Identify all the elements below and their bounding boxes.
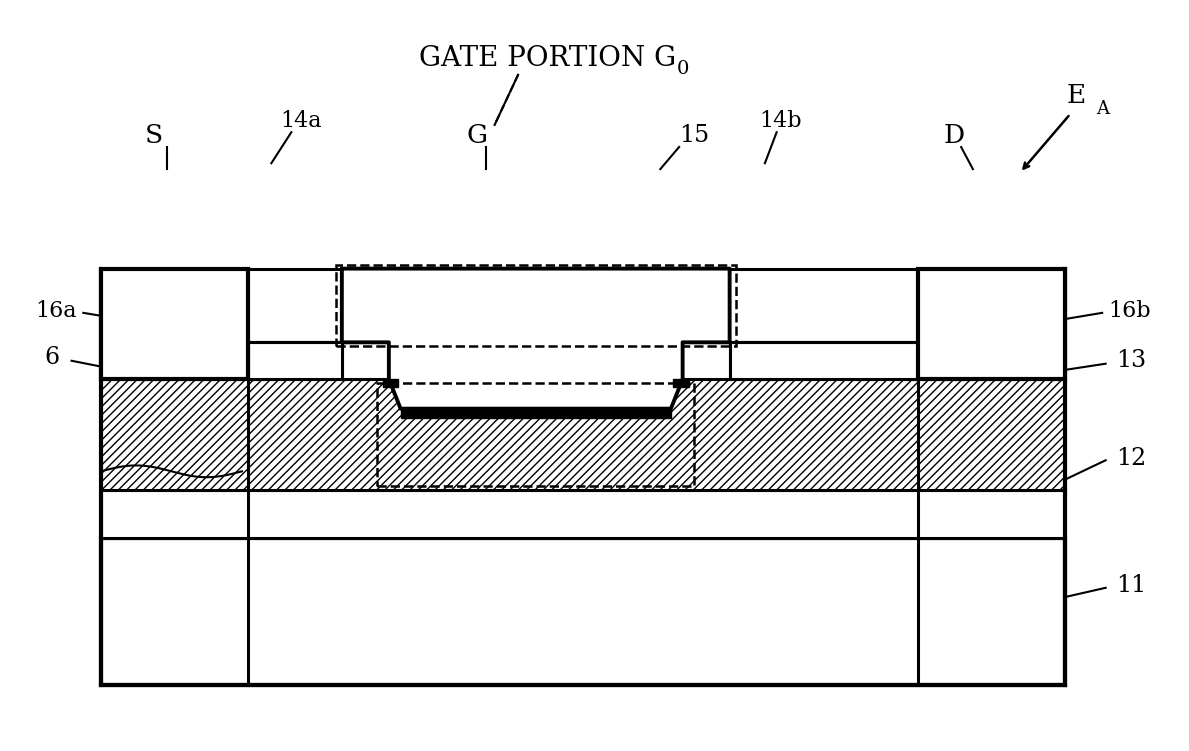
Bar — [101, 490, 1064, 538]
Text: 14b: 14b — [759, 110, 801, 132]
Bar — [918, 269, 1064, 379]
Bar — [101, 538, 1064, 685]
Polygon shape — [673, 379, 688, 387]
Bar — [101, 269, 247, 379]
Text: 12: 12 — [1116, 447, 1146, 469]
Polygon shape — [342, 269, 730, 409]
Polygon shape — [401, 409, 671, 418]
Text: 15: 15 — [679, 125, 710, 147]
Text: A: A — [1095, 100, 1108, 118]
Bar — [247, 342, 342, 379]
Bar — [730, 342, 918, 379]
Text: G: G — [466, 123, 487, 149]
Text: E: E — [1067, 83, 1086, 108]
Bar — [336, 265, 736, 346]
Text: 16a: 16a — [36, 300, 77, 321]
Text: 13: 13 — [1116, 349, 1146, 372]
Text: 0: 0 — [677, 60, 688, 78]
Bar — [377, 383, 694, 486]
Bar — [730, 342, 1064, 379]
Text: 16b: 16b — [1108, 300, 1151, 321]
Text: 11: 11 — [1116, 574, 1146, 597]
Text: GATE PORTION G: GATE PORTION G — [419, 45, 677, 72]
Bar — [101, 379, 1064, 490]
Text: 6: 6 — [44, 345, 59, 369]
Text: D: D — [944, 123, 964, 149]
Bar — [101, 342, 342, 379]
Text: 14a: 14a — [279, 110, 321, 132]
Polygon shape — [383, 379, 398, 387]
Text: S: S — [145, 123, 163, 149]
